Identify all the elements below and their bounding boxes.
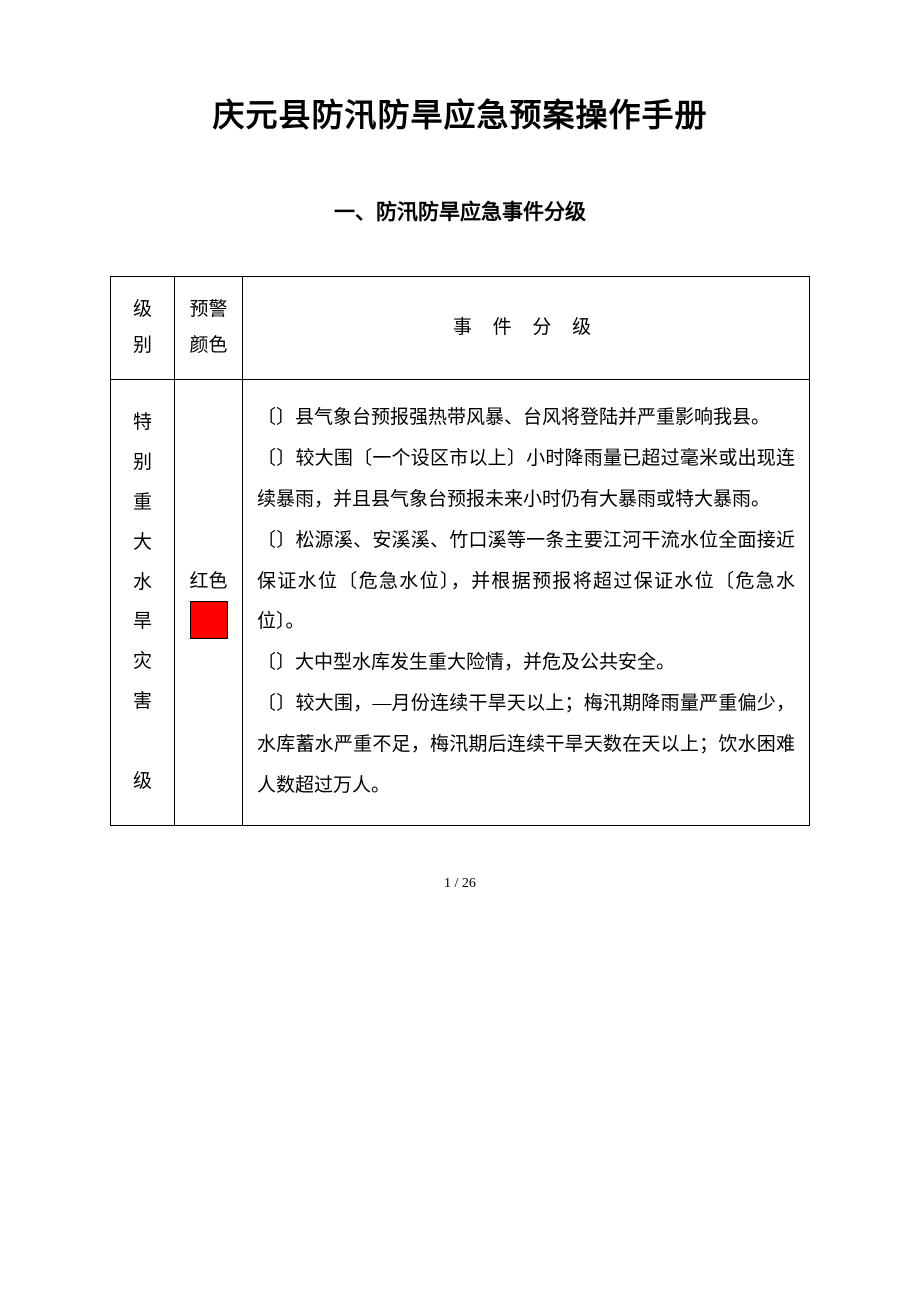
color-swatch bbox=[190, 601, 228, 639]
level-char: 大 bbox=[117, 523, 168, 563]
table-header-row: 级 别 预警颜色 事 件 分 级 bbox=[111, 277, 810, 380]
level-char: 级 bbox=[117, 762, 168, 802]
event-item: 〔〕松源溪、安溪溪、竹口溪等一条主要江河干流水位全面接近保证水位〔危急水位〕，并… bbox=[257, 521, 795, 644]
level-char: 特 bbox=[117, 403, 168, 443]
event-cell: 〔〕县气象台预报强热带风暴、台风将登陆并严重影响我县。 〔〕较大围〔一个设区市以… bbox=[243, 380, 810, 825]
header-color: 预警颜色 bbox=[175, 277, 243, 380]
event-item: 〔〕大中型水库发生重大险情，并危及公共安全。 bbox=[257, 643, 795, 684]
level-char: 旱 bbox=[117, 602, 168, 642]
table-row: 特 别 重 大 水 旱 灾 害 级 红色 〔〕县气象台预报强热带风暴、台风将登陆… bbox=[111, 380, 810, 825]
level-cell: 特 别 重 大 水 旱 灾 害 级 bbox=[111, 380, 175, 825]
classification-table: 级 别 预警颜色 事 件 分 级 特 别 重 大 水 旱 灾 害 级 红色 bbox=[110, 276, 810, 826]
header-level: 级 别 bbox=[111, 277, 175, 380]
event-item: 〔〕较大围，—月份连续干旱天以上；梅汛期降雨量严重偏少，水库蓄水严重不足，梅汛期… bbox=[257, 684, 795, 807]
color-cell: 红色 bbox=[175, 380, 243, 825]
level-char: 水 bbox=[117, 563, 168, 603]
document-main-title: 庆元县防汛防旱应急预案操作手册 bbox=[110, 90, 810, 136]
header-event: 事 件 分 级 bbox=[243, 277, 810, 380]
level-char: 害 bbox=[117, 682, 168, 722]
event-item: 〔〕县气象台预报强热带风暴、台风将登陆并严重影响我县。 bbox=[257, 398, 795, 439]
level-char: 别 bbox=[117, 443, 168, 483]
color-label: 红色 bbox=[181, 566, 236, 593]
event-item: 〔〕较大围〔一个设区市以上〕小时降雨量已超过毫米或出现连续暴雨，并且县气象台预报… bbox=[257, 439, 795, 521]
section-title: 一、防汛防旱应急事件分级 bbox=[110, 196, 810, 226]
level-char bbox=[117, 722, 168, 762]
page-number: 1 / 26 bbox=[110, 876, 810, 892]
level-char: 重 bbox=[117, 483, 168, 523]
level-char: 灾 bbox=[117, 642, 168, 682]
